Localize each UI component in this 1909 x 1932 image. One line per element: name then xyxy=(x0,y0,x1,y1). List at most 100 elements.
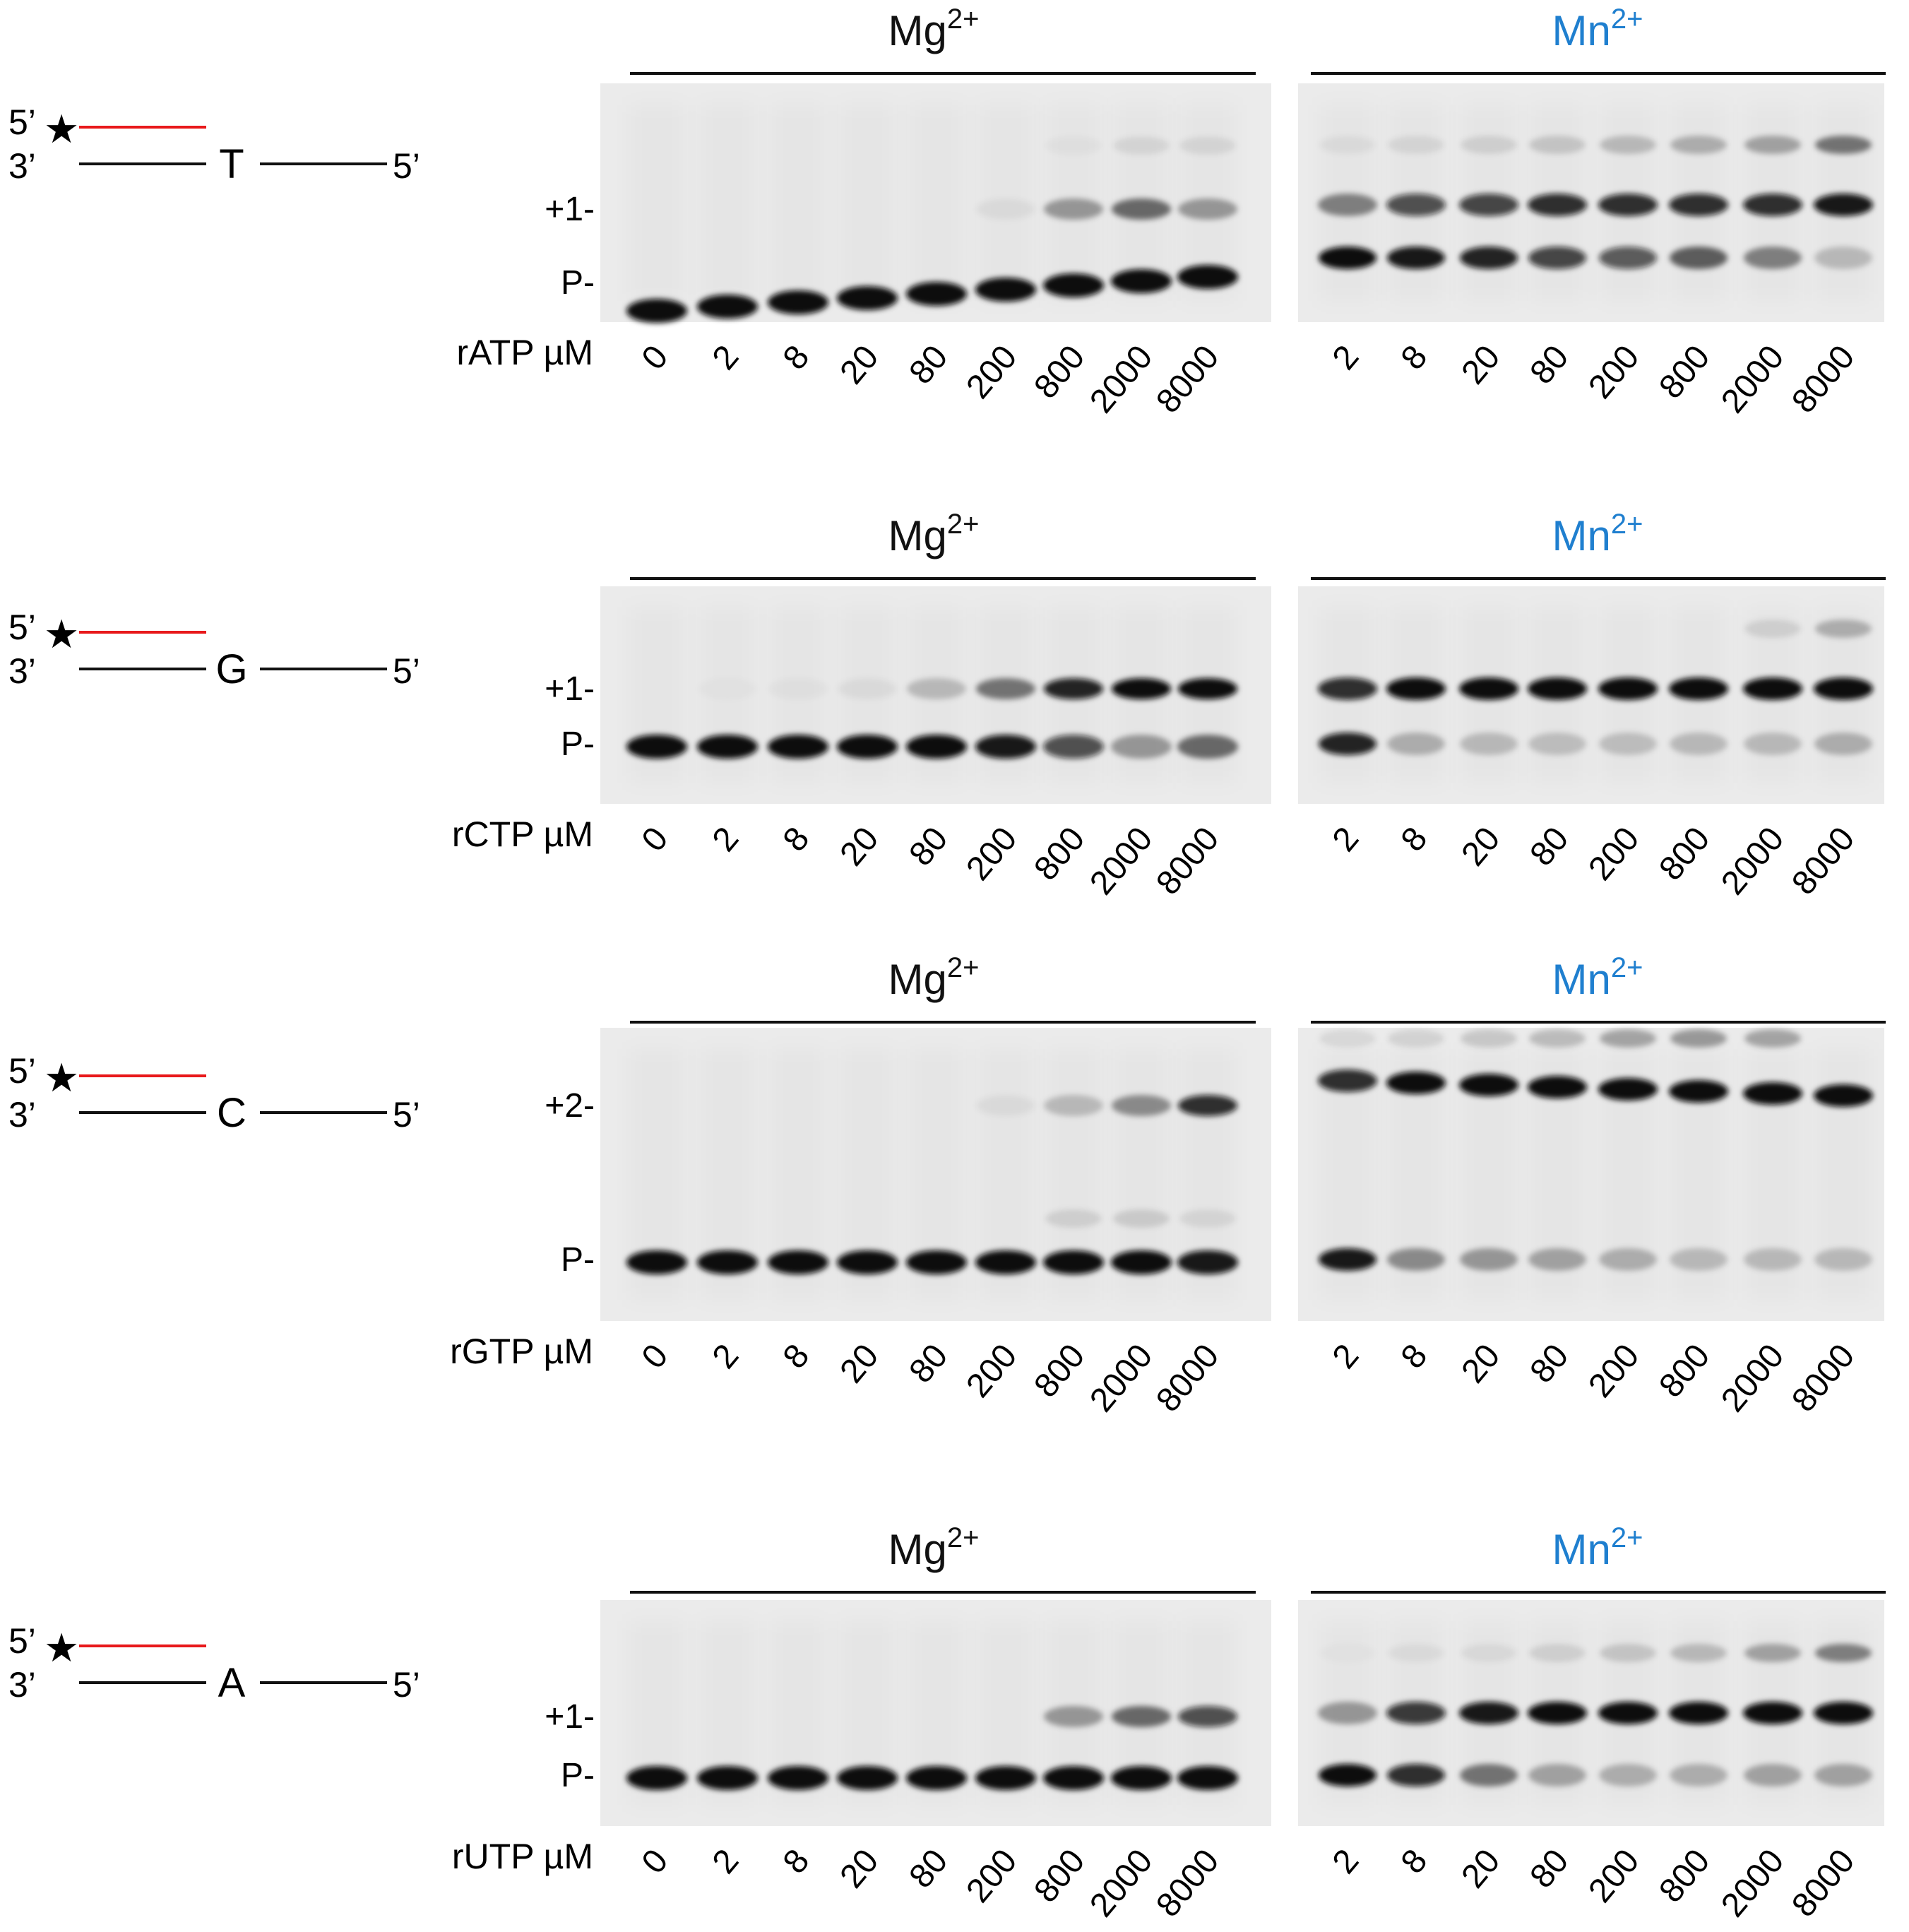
mn-lane xyxy=(1814,136,1873,269)
product-band xyxy=(1459,194,1518,216)
mn-concentration-label: 2 xyxy=(1326,1842,1367,1881)
mg-concentration-label: 2 xyxy=(706,338,747,377)
primer-band xyxy=(1111,1250,1172,1274)
mg-lane xyxy=(626,299,687,323)
five-prime-end-label: 5’ xyxy=(393,146,420,186)
minor-band xyxy=(1600,136,1656,154)
primer-band xyxy=(1177,265,1238,289)
product-band xyxy=(1318,194,1377,216)
minor-band xyxy=(1461,1029,1517,1048)
product-band xyxy=(1044,678,1103,699)
mg-concentration-label: 80 xyxy=(903,820,956,873)
primer-band xyxy=(1460,247,1518,269)
mn-lane xyxy=(1459,1644,1518,1786)
mn-concentration-label: 8000 xyxy=(1785,820,1862,902)
mg-lane xyxy=(1111,136,1172,293)
product-band xyxy=(1669,1702,1728,1724)
product-band xyxy=(1814,194,1873,216)
template-base-label: A xyxy=(218,1660,246,1706)
product-band xyxy=(1598,1702,1658,1724)
product-band xyxy=(1814,1084,1873,1107)
minor-band xyxy=(1388,1644,1444,1662)
star-icon: ★ xyxy=(44,107,79,153)
mg-lane xyxy=(837,1766,898,1790)
mn-lane xyxy=(1386,1029,1446,1271)
mn-lane xyxy=(1528,1644,1587,1786)
mg-lane xyxy=(768,735,828,759)
minor-band xyxy=(1529,1644,1586,1662)
mn-concentration-label: 2 xyxy=(1326,338,1367,377)
mg-concentration-label: 80 xyxy=(903,1842,956,1895)
mg-concentration-label: 20 xyxy=(833,1842,886,1895)
lane-smear xyxy=(839,105,896,301)
product-band xyxy=(1386,1072,1446,1094)
mn-lane xyxy=(1743,136,1802,269)
mg-lane xyxy=(768,1250,828,1274)
mn-concentration-label: 80 xyxy=(1523,338,1576,391)
minor-band xyxy=(1670,1644,1727,1662)
primer-band xyxy=(1319,1764,1376,1786)
primer-band xyxy=(906,282,967,306)
mg-concentration-label: 8 xyxy=(776,338,817,377)
mn-concentration-label: 800 xyxy=(1652,1337,1717,1404)
primer-band xyxy=(1670,1248,1727,1271)
lane-smear xyxy=(908,105,965,301)
product-band xyxy=(1528,194,1587,216)
minor-band xyxy=(1815,620,1872,638)
mg-concentration-label: 20 xyxy=(833,338,886,391)
minor-band xyxy=(1179,1209,1236,1228)
minor-band xyxy=(1600,1644,1656,1662)
mn-lane xyxy=(1598,1644,1658,1786)
mg-concentration-label: 8 xyxy=(776,1842,817,1881)
primer-band xyxy=(1111,1766,1172,1790)
primer-band xyxy=(697,1766,758,1790)
mn-lane xyxy=(1528,1029,1587,1271)
band-label-product: +1- xyxy=(545,191,595,228)
product-band xyxy=(976,1095,1035,1116)
panel-C: 5’ ★3’ C 5’Mg2+ Mn2++2-P-rGTP µM 0 2 8 20 80 200 80… xyxy=(8,952,1886,1419)
product-band xyxy=(1743,677,1802,700)
mn-lane xyxy=(1528,677,1587,755)
minor-band xyxy=(1744,1029,1801,1048)
mn-concentration-label: 800 xyxy=(1652,1842,1717,1909)
product-band xyxy=(1459,1074,1518,1096)
product-band xyxy=(1386,194,1446,216)
minor-band xyxy=(1388,136,1444,154)
mn-header: Mn2+ xyxy=(1552,4,1643,54)
product-band xyxy=(1112,198,1171,220)
mn-header: Mn2+ xyxy=(1552,509,1643,559)
mg-lane xyxy=(1111,1706,1172,1790)
product-band xyxy=(1528,1702,1587,1724)
product-band xyxy=(1743,1702,1802,1724)
mg-concentration-label: 2 xyxy=(706,1337,747,1376)
primer-band xyxy=(1460,1764,1518,1786)
product-band xyxy=(1178,1095,1237,1116)
nucleotide-label: rGTP µM xyxy=(450,1332,593,1371)
minor-band xyxy=(1319,136,1376,154)
mg-header: Mg2+ xyxy=(888,1522,980,1573)
product-band xyxy=(1743,1082,1802,1105)
primer-band xyxy=(1744,733,1802,755)
mn-concentration-label: 8 xyxy=(1394,1337,1435,1376)
nucleotide-label: rUTP µM xyxy=(452,1837,593,1876)
primer-band xyxy=(1814,247,1872,269)
product-band xyxy=(1044,198,1103,220)
mn-lane xyxy=(1318,1702,1377,1786)
five-prime-end-label: 5’ xyxy=(393,651,420,691)
primer-band xyxy=(1528,733,1586,755)
mn-concentration-label: 8 xyxy=(1394,1842,1435,1881)
mg-concentration-label: 2000 xyxy=(1083,338,1160,420)
product-band xyxy=(1598,194,1658,216)
primer-band xyxy=(1043,735,1104,759)
mg-lane xyxy=(975,678,1036,759)
mn-concentration-label: 200 xyxy=(1581,1842,1646,1909)
primer-band xyxy=(697,1250,758,1274)
primer-band xyxy=(975,1250,1036,1274)
minor-band xyxy=(1045,1209,1102,1228)
primer-band xyxy=(837,286,898,310)
primer-band xyxy=(1528,1764,1586,1786)
mn-concentration-label: 80 xyxy=(1523,1842,1576,1895)
primer-band xyxy=(1814,1764,1872,1786)
lane-smear xyxy=(770,105,826,301)
